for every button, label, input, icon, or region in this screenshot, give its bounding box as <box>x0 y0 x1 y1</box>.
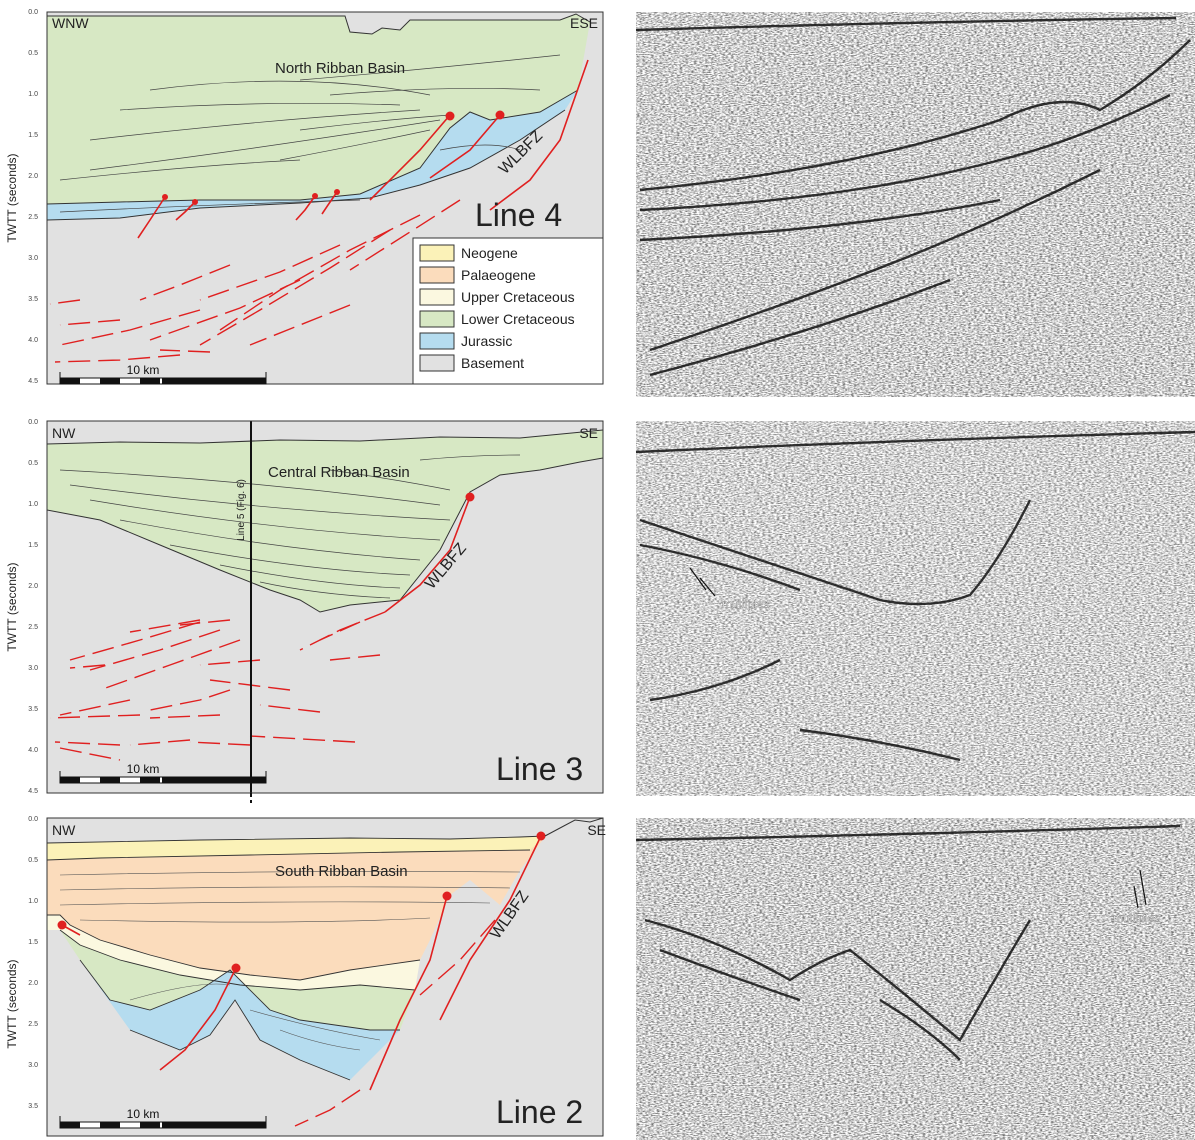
svg-text:4.0: 4.0 <box>28 337 38 344</box>
lower-cretaceous-fill <box>47 430 603 612</box>
svg-text:1.0: 1.0 <box>28 898 38 905</box>
legend-swatch-palaeogene <box>419 266 455 284</box>
legend: Neogene Palaeogene Upper Cretaceous Lowe… <box>412 237 604 385</box>
svg-text:4.5: 4.5 <box>28 378 38 385</box>
svg-text:0.0: 0.0 <box>28 9 38 16</box>
svg-text:2.0: 2.0 <box>28 980 38 987</box>
basin-label: North Ribban Basin <box>275 60 405 77</box>
svg-text:Line 2: Line 2 <box>496 1094 583 1130</box>
svg-text:2.5: 2.5 <box>28 624 38 631</box>
svg-text:2.0: 2.0 <box>28 583 38 590</box>
svg-text:3.5: 3.5 <box>28 1103 38 1110</box>
svg-text:Neogene: Neogene <box>461 245 518 261</box>
multiples-annotation: multiples <box>1113 911 1160 925</box>
svg-text:3.5: 3.5 <box>28 296 38 303</box>
svg-text:NW: NW <box>52 822 76 838</box>
svg-text:1.5: 1.5 <box>28 939 38 946</box>
svg-text:1.5: 1.5 <box>28 132 38 139</box>
svg-text:0.5: 0.5 <box>28 50 38 57</box>
svg-text:Jurassic: Jurassic <box>461 333 512 349</box>
scale-bar: 10 km <box>59 363 267 385</box>
svg-text:Palaeogene: Palaeogene <box>461 267 536 283</box>
svg-text:4.0: 4.0 <box>28 747 38 754</box>
fault-tips <box>162 110 505 205</box>
seismic-line2: multiples <box>635 818 1195 1140</box>
svg-text:3.0: 3.0 <box>28 1062 38 1069</box>
svg-text:0.5: 0.5 <box>28 857 38 864</box>
svg-text:4.5: 4.5 <box>28 788 38 795</box>
svg-text:TWTT (seconds): TWTT (seconds) <box>5 562 19 651</box>
svg-text:3.0: 3.0 <box>28 255 38 262</box>
panel-line4: 0.0 0.5 1.0 1.5 2.0 2.5 3.0 3.5 4.0 4.5 … <box>5 9 604 385</box>
y-axis-line4: 0.0 0.5 1.0 1.5 2.0 2.5 3.0 3.5 4.0 4.5 <box>28 9 38 385</box>
legend-swatch-lower-cretaceous <box>419 310 455 328</box>
svg-text:2.5: 2.5 <box>28 1021 38 1028</box>
svg-text:1.0: 1.0 <box>28 91 38 98</box>
legend-swatch-jurassic <box>419 332 455 350</box>
svg-text:0.0: 0.0 <box>28 816 38 823</box>
svg-text:1.5: 1.5 <box>28 542 38 549</box>
multiples-annotation: multiples <box>722 597 769 611</box>
lower-cretaceous-fill <box>60 930 415 1030</box>
svg-text:Line 3: Line 3 <box>496 751 583 787</box>
neogene-fill <box>47 836 545 860</box>
svg-text:South Ribban Basin: South Ribban Basin <box>275 863 408 880</box>
svg-text:2.5: 2.5 <box>28 214 38 221</box>
jurassic-fill <box>47 90 578 220</box>
legend-swatch-neogene <box>419 244 455 262</box>
legend-swatch-upper-cretaceous <box>419 288 455 306</box>
palaeogene-fill <box>47 836 545 980</box>
svg-text:10 km: 10 km <box>127 363 160 377</box>
direction-left: WNW <box>52 15 89 31</box>
panel-line3: 0.0 0.5 1.0 1.5 2.0 2.5 3.0 3.5 4.0 4.5 … <box>5 419 604 803</box>
svg-text:TWTT (seconds): TWTT (seconds) <box>5 959 19 1048</box>
legend-swatch-basement <box>419 354 455 372</box>
faults <box>137 59 589 239</box>
deep-faults <box>49 199 461 363</box>
svg-text:10 km: 10 km <box>127 762 160 776</box>
svg-text:Lower Cretaceous: Lower Cretaceous <box>461 311 575 327</box>
seismic-line3: multiples <box>635 421 1195 796</box>
direction-right: ESE <box>570 15 598 31</box>
svg-text:3.0: 3.0 <box>28 665 38 672</box>
panel-line2: 0.0 0.5 1.0 1.5 2.0 2.5 3.0 3.5 TWTT (se… <box>5 816 606 1137</box>
svg-text:Upper Cretaceous: Upper Cretaceous <box>461 289 575 305</box>
seismic-line4 <box>635 12 1195 397</box>
svg-text:Basement: Basement <box>461 355 524 371</box>
svg-text:NW: NW <box>52 425 76 441</box>
svg-text:2.0: 2.0 <box>28 173 38 180</box>
svg-text:0.0: 0.0 <box>28 419 38 426</box>
lower-cretaceous-fill <box>47 14 590 204</box>
svg-text:SE: SE <box>587 822 606 838</box>
svg-text:3.5: 3.5 <box>28 706 38 713</box>
y-axis-title: TWTT (seconds) <box>5 153 19 242</box>
svg-text:1.0: 1.0 <box>28 501 38 508</box>
svg-text:10 km: 10 km <box>127 1107 160 1121</box>
svg-text:Central Ribban Basin: Central Ribban Basin <box>268 464 410 481</box>
jurassic-fill <box>80 960 400 1080</box>
svg-text:SE: SE <box>579 425 598 441</box>
svg-text:Line 5 (Fig. 6): Line 5 (Fig. 6) <box>236 479 247 541</box>
svg-text:0.5: 0.5 <box>28 460 38 467</box>
horizons <box>59 54 561 213</box>
line-label: Line 4 <box>475 197 562 233</box>
